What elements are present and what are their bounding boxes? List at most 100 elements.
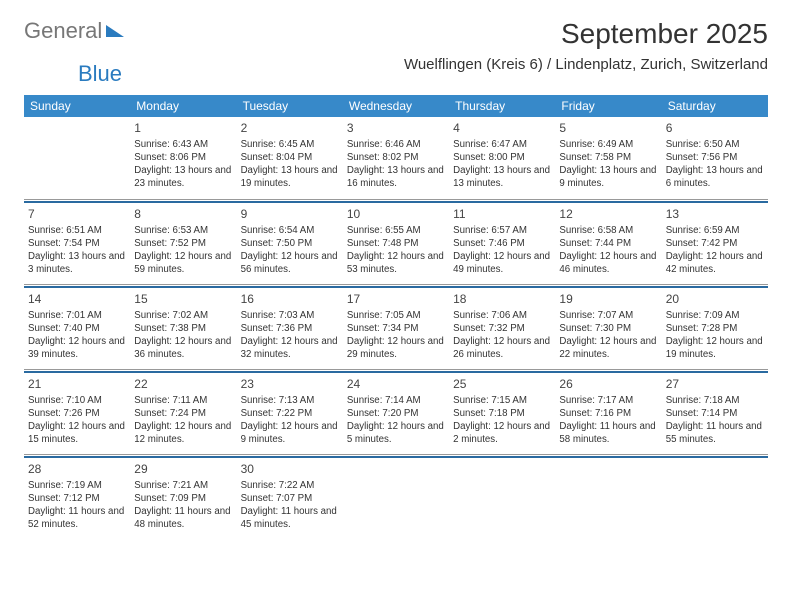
day-header: Sunday [24,95,130,117]
day-number: 9 [241,206,339,222]
day-info: Sunrise: 7:14 AMSunset: 7:20 PMDaylight:… [347,394,445,446]
calendar-week-row: 28Sunrise: 7:19 AMSunset: 7:12 PMDayligh… [24,457,768,539]
calendar-day-cell: 21 Sunrise: 7:10 AMSunset: 7:26 PMDayligh… [24,372,130,454]
calendar-day-cell: 1 Sunrise: 6:43 AMSunset: 8:06 PMDaylight… [130,117,236,199]
day-number: 12 [559,206,657,222]
calendar-day-cell: 13 Sunrise: 6:59 AMSunset: 7:42 PMDayligh… [662,202,768,284]
day-info: Sunrise: 6:53 AMSunset: 7:52 PMDaylight:… [134,224,232,276]
day-header: Wednesday [343,95,449,117]
day-number: 7 [28,206,126,222]
day-number: 10 [347,206,445,222]
calendar-day-cell [449,457,555,539]
day-number: 3 [347,120,445,136]
day-number: 5 [559,120,657,136]
logo-text-blue: Blue [78,61,122,86]
calendar-week-row: 21 Sunrise: 7:10 AMSunset: 7:26 PMDayligh… [24,372,768,454]
calendar-day-cell: 14 Sunrise: 7:01 AMSunset: 7:40 PMDayligh… [24,287,130,369]
day-info: Sunrise: 6:47 AMSunset: 8:00 PMDaylight:… [453,138,551,190]
day-info: Sunrise: 7:03 AMSunset: 7:36 PMDaylight:… [241,309,339,361]
day-info: Sunrise: 7:13 AMSunset: 7:22 PMDaylight:… [241,394,339,446]
day-number: 27 [666,376,764,392]
day-number: 18 [453,291,551,307]
calendar-week-row: 1 Sunrise: 6:43 AMSunset: 8:06 PMDaylight… [24,117,768,199]
calendar-day-cell [555,457,661,539]
calendar-day-cell: 28Sunrise: 7:19 AMSunset: 7:12 PMDayligh… [24,457,130,539]
day-number: 21 [28,376,126,392]
calendar-day-cell: 22 Sunrise: 7:11 AMSunset: 7:24 PMDayligh… [130,372,236,454]
calendar-day-cell: 17Sunrise: 7:05 AMSunset: 7:34 PMDayligh… [343,287,449,369]
day-header: Tuesday [237,95,343,117]
calendar-day-cell: 19 Sunrise: 7:07 AMSunset: 7:30 PMDayligh… [555,287,661,369]
calendar-day-cell: 18 Sunrise: 7:06 AMSunset: 7:32 PMDayligh… [449,287,555,369]
day-number: 13 [666,206,764,222]
day-info: Sunrise: 7:10 AMSunset: 7:26 PMDaylight:… [28,394,126,446]
day-info: Sunrise: 7:05 AMSunset: 7:34 PMDaylight:… [347,309,445,361]
calendar-day-cell [662,457,768,539]
calendar-day-cell [24,117,130,199]
day-number: 14 [28,291,126,307]
calendar-day-cell: 27 Sunrise: 7:18 AMSunset: 7:14 PMDayligh… [662,372,768,454]
day-header-row: Sunday Monday Tuesday Wednesday Thursday… [24,95,768,117]
day-number: 15 [134,291,232,307]
day-info: Sunrise: 7:09 AMSunset: 7:28 PMDaylight:… [666,309,764,361]
calendar-day-cell [343,457,449,539]
calendar-day-cell: 23 Sunrise: 7:13 AMSunset: 7:22 PMDayligh… [237,372,343,454]
calendar-day-cell: 10 Sunrise: 6:55 AMSunset: 7:48 PMDayligh… [343,202,449,284]
day-number: 19 [559,291,657,307]
day-number: 6 [666,120,764,136]
calendar-day-cell: 25Sunrise: 7:15 AMSunset: 7:18 PMDayligh… [449,372,555,454]
day-header: Monday [130,95,236,117]
day-info: Sunrise: 6:43 AMSunset: 8:06 PMDaylight:… [134,138,232,190]
day-info: Sunrise: 7:22 AMSunset: 7:07 PMDaylight:… [241,479,339,531]
day-info: Sunrise: 6:46 AMSunset: 8:02 PMDaylight:… [347,138,445,190]
day-info: Sunrise: 7:15 AMSunset: 7:18 PMDaylight:… [453,394,551,446]
day-header: Saturday [662,95,768,117]
day-info: Sunrise: 7:18 AMSunset: 7:14 PMDaylight:… [666,394,764,446]
day-number: 8 [134,206,232,222]
day-info: Sunrise: 7:06 AMSunset: 7:32 PMDaylight:… [453,309,551,361]
calendar-day-cell: 29Sunrise: 7:21 AMSunset: 7:09 PMDayligh… [130,457,236,539]
calendar-day-cell: 24 Sunrise: 7:14 AMSunset: 7:20 PMDayligh… [343,372,449,454]
logo-triangle-icon [106,25,124,37]
calendar-week-row: 7 Sunrise: 6:51 AMSunset: 7:54 PMDaylight… [24,202,768,284]
calendar-day-cell: 5 Sunrise: 6:49 AMSunset: 7:58 PMDaylight… [555,117,661,199]
calendar-day-cell: 7 Sunrise: 6:51 AMSunset: 7:54 PMDaylight… [24,202,130,284]
day-number: 2 [241,120,339,136]
calendar-day-cell: 11 Sunrise: 6:57 AMSunset: 7:46 PMDayligh… [449,202,555,284]
day-number: 26 [559,376,657,392]
day-info: Sunrise: 6:57 AMSunset: 7:46 PMDaylight:… [453,224,551,276]
day-number: 23 [241,376,339,392]
day-header: Friday [555,95,661,117]
day-number: 29 [134,461,232,477]
calendar-table: Sunday Monday Tuesday Wednesday Thursday… [24,95,768,539]
day-info: Sunrise: 7:01 AMSunset: 7:40 PMDaylight:… [28,309,126,361]
calendar-day-cell: 15 Sunrise: 7:02 AMSunset: 7:38 PMDayligh… [130,287,236,369]
calendar-day-cell: 8 Sunrise: 6:53 AMSunset: 7:52 PMDaylight… [130,202,236,284]
calendar-day-cell: 26Sunrise: 7:17 AMSunset: 7:16 PMDayligh… [555,372,661,454]
day-info: Sunrise: 7:11 AMSunset: 7:24 PMDaylight:… [134,394,232,446]
calendar-day-cell: 4 Sunrise: 6:47 AMSunset: 8:00 PMDaylight… [449,117,555,199]
day-number: 11 [453,206,551,222]
day-info: Sunrise: 6:59 AMSunset: 7:42 PMDaylight:… [666,224,764,276]
calendar-day-cell: 3 Sunrise: 6:46 AMSunset: 8:02 PMDaylight… [343,117,449,199]
day-info: Sunrise: 7:02 AMSunset: 7:38 PMDaylight:… [134,309,232,361]
day-number: 24 [347,376,445,392]
day-info: Sunrise: 6:51 AMSunset: 7:54 PMDaylight:… [28,224,126,276]
day-number: 20 [666,291,764,307]
calendar-day-cell: 16 Sunrise: 7:03 AMSunset: 7:36 PMDayligh… [237,287,343,369]
calendar-day-cell: 20 Sunrise: 7:09 AMSunset: 7:28 PMDayligh… [662,287,768,369]
day-number: 1 [134,120,232,136]
day-info: Sunrise: 7:07 AMSunset: 7:30 PMDaylight:… [559,309,657,361]
day-info: Sunrise: 6:55 AMSunset: 7:48 PMDaylight:… [347,224,445,276]
calendar-day-cell: 30Sunrise: 7:22 AMSunset: 7:07 PMDayligh… [237,457,343,539]
day-number: 22 [134,376,232,392]
day-number: 16 [241,291,339,307]
month-title: September 2025 [404,18,768,50]
day-info: Sunrise: 6:49 AMSunset: 7:58 PMDaylight:… [559,138,657,190]
calendar-day-cell: 2 Sunrise: 6:45 AMSunset: 8:04 PMDaylight… [237,117,343,199]
calendar-day-cell: 12Sunrise: 6:58 AMSunset: 7:44 PMDayligh… [555,202,661,284]
day-info: Sunrise: 7:19 AMSunset: 7:12 PMDaylight:… [28,479,126,531]
calendar-day-cell: 9Sunrise: 6:54 AMSunset: 7:50 PMDaylight… [237,202,343,284]
day-number: 4 [453,120,551,136]
day-info: Sunrise: 6:45 AMSunset: 8:04 PMDaylight:… [241,138,339,190]
